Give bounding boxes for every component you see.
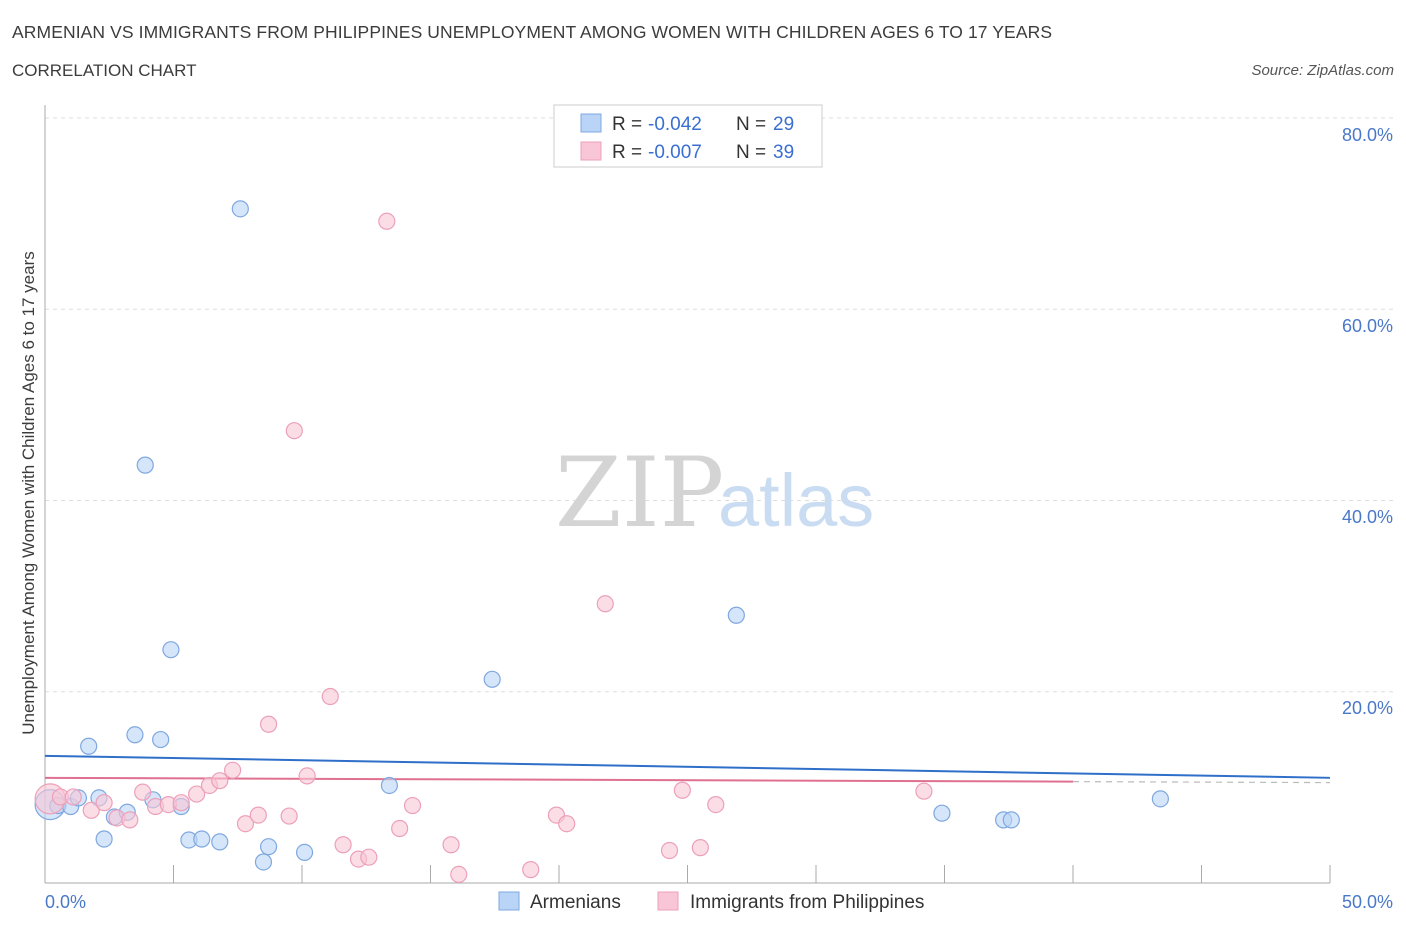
point-philippines [236, 815, 255, 833]
point-philippines [259, 715, 278, 733]
point-philippines [442, 836, 460, 854]
legend-swatch-armenians [580, 113, 602, 133]
y-tick-label-20: 20.0% [1342, 698, 1393, 718]
point-armenian [933, 804, 951, 822]
point-philippines [224, 761, 242, 779]
point-philippines [691, 839, 709, 857]
point-philippines [915, 782, 933, 800]
point-armenian [211, 833, 229, 851]
point-armenian [1002, 811, 1020, 829]
x-tick-label-max: 50.0% [1342, 892, 1393, 912]
y-tick-label-80: 80.0% [1342, 125, 1393, 145]
point-philippines [596, 595, 614, 613]
watermark-atlas: atlas [718, 459, 874, 542]
legend-swatch-philippines [580, 141, 602, 161]
series-legend: Armenians Immigrants from Philippines [498, 891, 924, 913]
bottom-legend-swatch-armenians [498, 891, 520, 911]
chart-title: ARMENIAN VS IMMIGRANTS FROM PHILIPPINES … [12, 22, 1053, 42]
grid-lines [45, 117, 1395, 693]
y-tick-label-60: 60.0% [1342, 316, 1393, 336]
point-armenian [136, 456, 154, 474]
point-armenian [380, 776, 398, 795]
point-philippines [403, 796, 422, 815]
point-armenian [193, 830, 211, 848]
legend-n-label: N = [736, 142, 766, 163]
point-philippines [660, 841, 679, 860]
point-armenian [1151, 790, 1169, 808]
point-philippines [391, 819, 409, 838]
point-armenian [483, 670, 501, 688]
point-armenian [162, 641, 180, 659]
legend-n-value: 29 [773, 114, 794, 135]
legend-r-label: R = [612, 142, 642, 163]
legend-r-label: R = [612, 114, 642, 135]
bottom-legend-armenians: Armenians [530, 892, 621, 913]
point-armenian [231, 200, 249, 218]
y-tick-label-40: 40.0% [1342, 507, 1393, 527]
point-philippines [321, 687, 339, 706]
watermark-zip: ZIP [555, 437, 724, 549]
point-philippines [450, 865, 468, 883]
point-philippines [172, 794, 190, 812]
point-philippines [280, 807, 298, 825]
bottom-legend-swatch-philippines [657, 891, 679, 911]
trend-extension-philippines [1072, 781, 1331, 784]
point-armenian [295, 843, 314, 862]
point-philippines [360, 848, 378, 866]
point-armenian [254, 853, 273, 871]
x-axis-ticks [44, 865, 1331, 883]
point-philippines [378, 212, 396, 230]
point-armenian [259, 838, 278, 856]
point-philippines [298, 767, 316, 785]
point-philippines [285, 422, 303, 440]
trend-line-armenian [44, 754, 1331, 779]
point-philippines [188, 785, 206, 803]
x-tick-label-min: 0.0% [45, 892, 86, 912]
trend-line-philippines [44, 776, 1074, 783]
point-philippines [134, 783, 152, 801]
chart-subtitle: CORRELATION CHART [12, 61, 197, 80]
point-philippines [95, 794, 113, 812]
correlation-legend: R = -0.042 N = 29 R = -0.007 N = 39 [553, 104, 823, 168]
point-philippines [522, 861, 540, 879]
point-philippines [334, 836, 352, 854]
bottom-legend-philippines: Immigrants from Philippines [690, 892, 924, 913]
point-philippines [211, 772, 229, 790]
point-philippines [64, 788, 82, 806]
legend-r-value: -0.042 [648, 114, 702, 135]
source-label: Source: ZipAtlas.com [1251, 62, 1394, 79]
legend-n-label: N = [736, 114, 766, 135]
point-armenian [126, 726, 144, 744]
legend-r-value: -0.007 [648, 142, 702, 163]
point-armenian [95, 830, 113, 848]
point-philippines [121, 811, 139, 829]
legend-n-value: 39 [773, 142, 794, 163]
data-points [34, 200, 1169, 883]
point-philippines [673, 781, 691, 799]
point-armenian [727, 606, 745, 624]
point-philippines [82, 801, 100, 819]
y-axis-label: Unemployment Among Women with Children A… [19, 251, 38, 735]
point-philippines [558, 815, 576, 833]
point-philippines [707, 795, 725, 814]
point-armenian [80, 737, 98, 755]
point-philippines [249, 806, 267, 824]
point-armenian [152, 730, 170, 749]
